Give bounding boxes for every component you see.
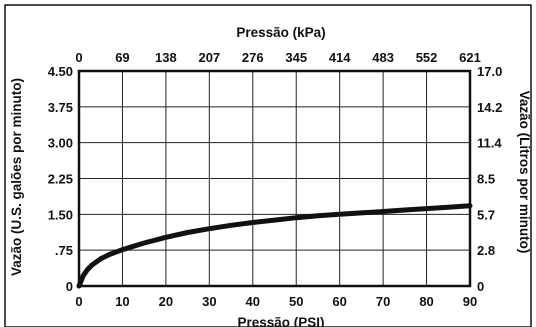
x-tick-label: 30 (202, 294, 216, 309)
series-layer (76, 203, 473, 289)
x2-tick-label: 621 (459, 50, 481, 65)
y-tick-label: 1.50 (48, 207, 73, 222)
x2-tick-label: 345 (285, 50, 307, 65)
top-axis-title: Pressão (kPa) (236, 25, 325, 40)
x-tick-label: 80 (419, 294, 433, 309)
x2-tick-label: 69 (115, 50, 129, 65)
x-tick-label: 40 (246, 294, 260, 309)
y-tick-label: 4.50 (48, 64, 73, 79)
x-tick-label: 60 (332, 294, 346, 309)
y-tick-label: 0 (66, 279, 73, 294)
x-tick-label: 10 (115, 294, 129, 309)
y-tick-label: 2.25 (48, 172, 73, 187)
y-tick-label: 3.00 (48, 136, 73, 151)
y2-tick-label: 8.5 (477, 172, 495, 187)
x2-tick-label: 0 (75, 50, 82, 65)
x2-tick-label: 414 (329, 50, 351, 65)
y-tick-label: 3.75 (48, 100, 73, 115)
x-tick-label: 70 (376, 294, 390, 309)
y2-tick-label: 11.4 (477, 136, 502, 151)
tick-labels: 0010692013830207402765034560414704838055… (48, 50, 503, 309)
y2-tick-label: 0 (477, 279, 484, 294)
plot-frame (77, 69, 472, 288)
series-line (76, 203, 473, 289)
x2-tick-label: 552 (416, 50, 438, 65)
y2-tick-label: 5.7 (477, 207, 495, 222)
x-tick-label: 50 (289, 294, 303, 309)
grid (78, 70, 471, 287)
left-axis-title: Vazão (U.S. galões por minuto) (9, 78, 24, 276)
y2-tick-label: 17.0 (477, 64, 502, 79)
x2-tick-label: 276 (242, 50, 264, 65)
y2-tick-label: 14.2 (477, 100, 502, 115)
right-axis-title: Vazão (Litros por minuto) (517, 91, 532, 254)
bottom-axis-title: Pressão (PSI) (237, 315, 324, 327)
x2-tick-label: 483 (372, 50, 394, 65)
x2-tick-label: 138 (155, 50, 177, 65)
outer-frame (4, 4, 532, 327)
x2-tick-label: 207 (198, 50, 220, 65)
x-tick-label: 90 (463, 294, 477, 309)
x-tick-label: 0 (75, 294, 82, 309)
x-tick-label: 20 (159, 294, 173, 309)
y2-tick-label: 2.8 (477, 243, 495, 258)
y-tick-label: .75 (55, 243, 73, 258)
